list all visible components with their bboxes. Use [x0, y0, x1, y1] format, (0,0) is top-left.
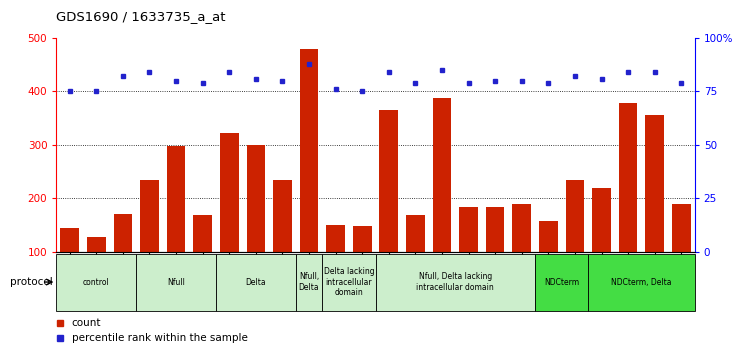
Text: NDCterm: NDCterm [544, 277, 579, 287]
Bar [460, 207, 478, 305]
Bar [246, 145, 265, 305]
Bar [296, 254, 322, 310]
Bar [326, 225, 345, 305]
Text: protocol: protocol [10, 277, 53, 287]
Bar [376, 254, 535, 310]
Bar [619, 103, 638, 305]
Bar [539, 221, 558, 305]
Bar [672, 204, 691, 305]
Text: Delta: Delta [246, 277, 266, 287]
Bar [535, 254, 588, 310]
Bar [273, 180, 291, 305]
Text: Nfull, Delta lacking
intracellular domain: Nfull, Delta lacking intracellular domai… [416, 272, 494, 292]
Bar [60, 228, 79, 305]
Bar [486, 207, 505, 305]
Bar [193, 216, 212, 305]
Text: Delta lacking
intracellular
domain: Delta lacking intracellular domain [324, 267, 374, 297]
Bar [220, 133, 239, 305]
Bar [56, 254, 136, 310]
Bar [300, 49, 318, 305]
Text: control: control [83, 277, 110, 287]
Bar [566, 180, 584, 305]
Bar [216, 254, 296, 310]
Bar [140, 180, 158, 305]
Bar [167, 146, 185, 305]
Bar [136, 254, 216, 310]
Text: GDS1690 / 1633735_a_at: GDS1690 / 1633735_a_at [56, 10, 226, 23]
Bar [353, 226, 372, 305]
Bar [645, 116, 664, 305]
Bar [113, 214, 132, 305]
Bar [512, 204, 531, 305]
Bar [406, 216, 425, 305]
Text: NDCterm, Delta: NDCterm, Delta [611, 277, 671, 287]
Bar [588, 254, 695, 310]
Text: Nfull,
Delta: Nfull, Delta [299, 272, 319, 292]
Bar [433, 98, 451, 305]
Text: percentile rank within the sample: percentile rank within the sample [71, 333, 248, 343]
Bar [322, 254, 376, 310]
Bar [87, 237, 106, 305]
Bar [379, 110, 398, 305]
Text: Nfull: Nfull [167, 277, 185, 287]
Bar [593, 188, 611, 305]
Text: count: count [71, 318, 101, 328]
